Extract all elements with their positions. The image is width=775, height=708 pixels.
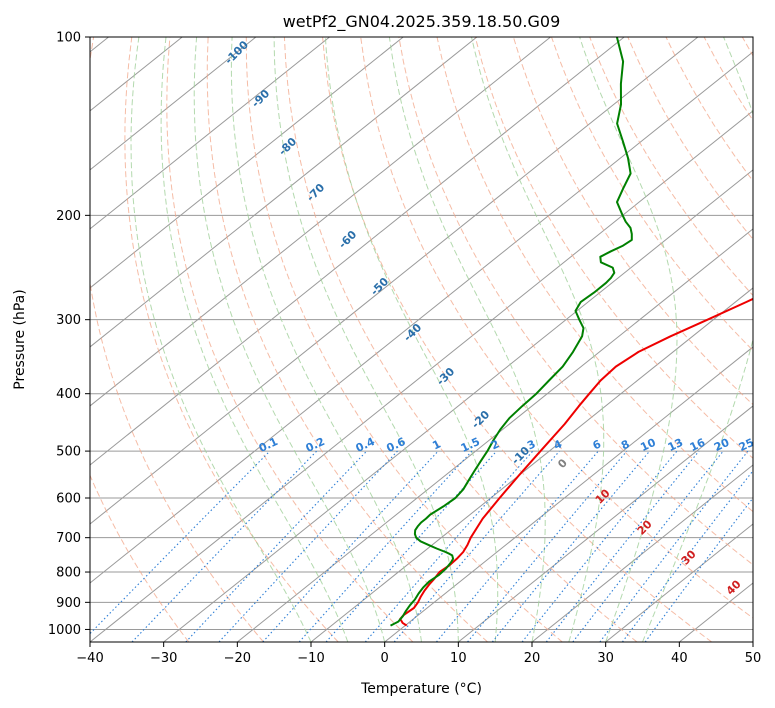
moist-adiabat-line — [471, 37, 605, 642]
dewpoint-line — [390, 37, 633, 627]
isotherm-line — [90, 37, 699, 525]
dry-adiabat-line — [398, 37, 753, 566]
axis-ticks: −40 −30 −20 −10 0 10 20 30 40 50 100 200 300 400 500 60… — [48, 31, 761, 667]
dry-adiabat-line — [166, 37, 414, 642]
isotherm-line — [90, 37, 257, 171]
mixing-ratio-line — [90, 450, 271, 635]
mixing-ratio-label: 25 — [737, 436, 756, 454]
mixing-ratio-line — [467, 450, 628, 642]
mixing-ratio-line — [298, 450, 473, 642]
dry-adiabat-line — [589, 37, 753, 297]
isotherm-line — [90, 110, 753, 642]
x-tick-label: 0 — [381, 651, 389, 666]
dry-adiabat-line — [360, 37, 753, 619]
moist-adiabat-line — [193, 37, 386, 642]
x-tick-label: 40 — [671, 651, 688, 666]
isotherm-line — [237, 228, 753, 642]
mixing-ratio-line — [435, 450, 599, 642]
dry-adiabat-line — [206, 37, 488, 642]
dry-adiabat-line — [551, 37, 753, 352]
moist-adiabat-line — [579, 37, 678, 642]
mixing-ratio-label: 20 — [712, 436, 732, 454]
mixing-ratio-line — [545, 450, 700, 642]
y-tick-label: 600 — [56, 492, 81, 507]
y-tick-label: 700 — [56, 531, 81, 546]
dry-adiabat-line — [90, 474, 190, 642]
dry-adiabat-line — [512, 37, 753, 406]
isotherm-line — [531, 464, 753, 642]
y-tick-label: 400 — [56, 387, 81, 402]
isotherm-line — [163, 169, 753, 642]
x-tick-label: −10 — [297, 651, 324, 666]
mixing-ratio-line — [262, 450, 439, 642]
background-lines — [90, 37, 753, 642]
isotherm-line — [605, 523, 753, 642]
y-tick-label: 800 — [56, 566, 81, 581]
mixing-ratio-line — [218, 450, 398, 642]
temperature-line — [399, 297, 753, 627]
moist-adiabat-line — [324, 37, 499, 642]
moist-adiabat-line — [273, 37, 459, 642]
mixing-ratio-line — [621, 469, 753, 642]
x-tick-label: −20 — [224, 651, 251, 666]
isotherm-line — [90, 37, 625, 466]
moist-adiabat-line — [130, 37, 312, 642]
x-tick-label: 50 — [745, 651, 762, 666]
dry-adiabat-line — [245, 37, 563, 642]
isotherm-line — [458, 405, 753, 642]
plot-frame — [89, 36, 754, 643]
mixing-ratio-line — [325, 450, 498, 642]
mixing-ratio-line — [364, 450, 534, 642]
x-tick-label: −30 — [150, 651, 177, 666]
mixing-ratio-label: 10 — [638, 436, 658, 454]
y-tick-label: 900 — [56, 596, 81, 611]
moist-adiabat-line — [230, 37, 422, 642]
y-tick-label: 500 — [56, 445, 81, 460]
y-tick-label: 1000 — [48, 623, 81, 638]
mixing-ratio-line — [131, 450, 318, 642]
moist-adiabat-line — [160, 37, 349, 642]
y-tick-label: 200 — [56, 209, 81, 224]
dry-adiabat-line — [436, 37, 753, 513]
mixing-ratio-line — [491, 450, 651, 642]
moist-adiabat-line — [642, 37, 753, 642]
chart-title: wetPf2_GN04.2025.359.18.50.G09 — [283, 12, 561, 32]
isotherm-line — [90, 51, 753, 584]
mixing-ratio-line — [521, 450, 678, 642]
x-axis-label: Temperature (°C) — [360, 681, 482, 697]
x-tick-label: 30 — [597, 651, 614, 666]
profile-lines — [390, 37, 753, 627]
y-tick-label: 300 — [56, 313, 81, 328]
isotherm-line — [90, 37, 330, 230]
mixing-ratio-line — [644, 497, 753, 642]
mixing-ratio-label: 13 — [666, 436, 685, 454]
isotherm-line — [90, 37, 404, 289]
isotherm-line — [90, 37, 478, 348]
mixing-ratio-line — [185, 450, 368, 642]
x-tick-label: 20 — [524, 651, 541, 666]
x-tick-label: −40 — [76, 651, 103, 666]
isotherm-line — [384, 346, 753, 642]
dry-adiabat-line — [322, 37, 713, 642]
mixing-ratio-label: 16 — [688, 436, 708, 454]
moist-adiabat-line — [388, 37, 546, 642]
y-axis-label: Pressure (hPa) — [12, 289, 28, 389]
isotherm-line — [90, 37, 551, 407]
y-tick-label: 100 — [56, 31, 81, 46]
mixing-ratio-line — [599, 450, 749, 642]
x-tick-label: 10 — [450, 651, 467, 666]
dry-adiabat-line — [283, 37, 638, 642]
